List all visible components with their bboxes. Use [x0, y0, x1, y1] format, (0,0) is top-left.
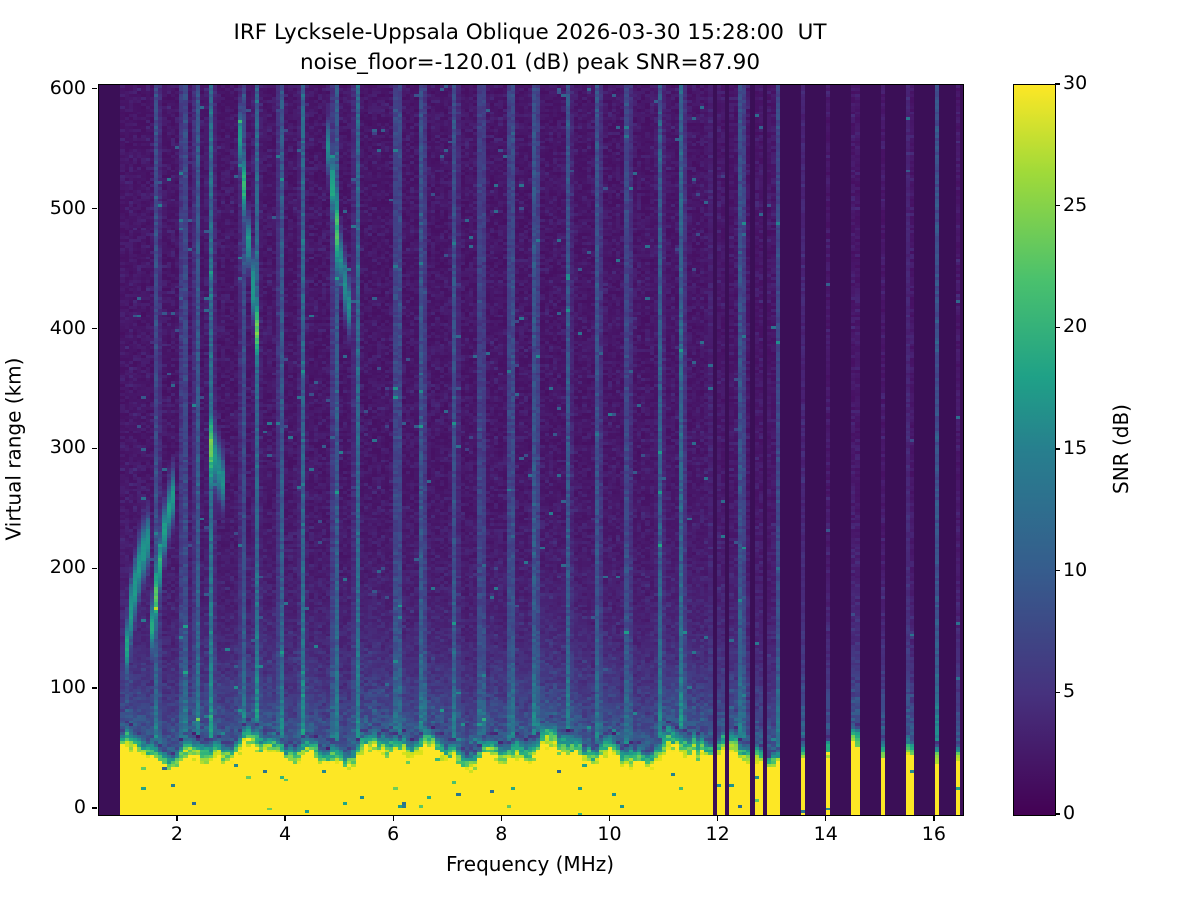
x-tick-mark — [933, 815, 935, 821]
colorbar-gradient — [1013, 84, 1056, 816]
colorbar-tick-mark — [1055, 570, 1061, 572]
colorbar-tick-label: 15 — [1063, 437, 1088, 459]
colorbar-tick-label: 10 — [1063, 558, 1088, 581]
x-tick-label: 12 — [705, 823, 730, 845]
figure-title-line-2: noise_floor=-120.01 (dB) peak SNR=87.90 — [299, 50, 761, 75]
x-tick-mark — [284, 815, 286, 821]
y-tick-label: 0 — [73, 796, 86, 818]
colorbar-tick-label: 20 — [1063, 315, 1088, 338]
x-tick-mark — [825, 815, 827, 821]
x-tick-mark — [392, 815, 394, 821]
snr-heatmap — [99, 85, 963, 815]
y-tick-mark — [92, 447, 98, 450]
colorbar-tick-label: 0 — [1063, 802, 1076, 824]
y-tick-mark — [92, 567, 98, 569]
colorbar-label-text: SNR (dB) — [1109, 404, 1133, 494]
x-tick-label: 4 — [279, 823, 292, 845]
colorbar-label: SNR (dB) — [1108, 84, 1134, 814]
x-tick-mark — [500, 815, 502, 821]
colorbar-tick-label: 5 — [1063, 680, 1076, 703]
y-tick-label: 300 — [49, 436, 86, 459]
x-tick-label: 10 — [597, 823, 622, 845]
colorbar-tick-label: 30 — [1063, 72, 1088, 94]
colorbar-tick-mark — [1055, 83, 1061, 85]
x-tick-label: 2 — [170, 823, 183, 845]
figure-title-line-1: IRF Lycksele-Uppsala Oblique 2026-03-30 … — [233, 20, 827, 45]
x-tick-mark — [716, 815, 719, 821]
ionogram-plot-area — [98, 84, 964, 816]
y-tick-label: 400 — [49, 316, 86, 339]
y-tick-label: 100 — [49, 676, 86, 699]
x-tick-mark — [608, 815, 611, 821]
y-tick-mark — [92, 687, 98, 689]
y-tick-mark — [92, 208, 98, 210]
x-tick-mark — [176, 815, 178, 821]
colorbar-tick-mark — [1055, 813, 1061, 815]
x-axis-label: Frequency (MHz) — [445, 852, 615, 876]
y-tick-mark — [92, 327, 98, 330]
x-tick-label: 6 — [387, 823, 400, 845]
colorbar-tick-mark — [1055, 326, 1061, 328]
y-tick-label: 200 — [49, 556, 86, 579]
y-tick-label: 500 — [49, 196, 86, 219]
colorbar-tick-mark — [1055, 205, 1061, 207]
x-tick-label: 14 — [813, 823, 838, 845]
x-tick-label: 16 — [921, 823, 946, 845]
y-axis-label-text: Virtual range (km) — [1, 357, 26, 541]
y-tick-mark — [92, 88, 98, 90]
colorbar-tick-mark — [1055, 448, 1061, 450]
y-axis-label: Virtual range (km) — [0, 84, 26, 814]
colorbar-tick-label: 25 — [1063, 193, 1088, 216]
x-tick-label: 8 — [495, 823, 508, 845]
colorbar-tick-mark — [1055, 691, 1061, 693]
y-tick-label: 600 — [49, 76, 86, 99]
y-tick-mark — [92, 807, 98, 809]
